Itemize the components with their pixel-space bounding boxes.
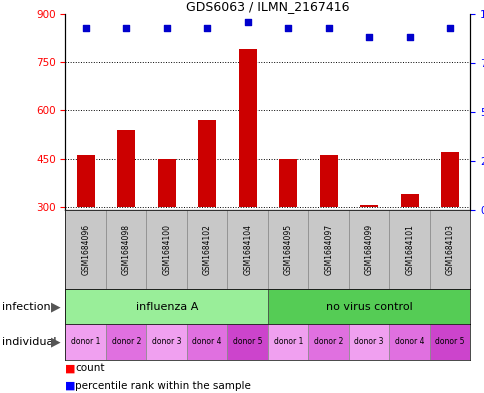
Text: GSM1684097: GSM1684097 (323, 224, 333, 275)
Bar (278, 159, 297, 207)
Text: donor 1: donor 1 (273, 338, 302, 346)
Bar (106, 210, 146, 289)
Point (203, 24, 211, 31)
Point (445, 24, 453, 31)
Point (364, 34, 372, 40)
Bar (319, 156, 337, 207)
Text: ▶: ▶ (51, 300, 60, 313)
Point (82, 24, 90, 31)
Text: donor 2: donor 2 (111, 338, 141, 346)
Bar (117, 130, 135, 207)
Text: percentile rank within the sample: percentile rank within the sample (75, 381, 251, 391)
Bar (267, 289, 469, 324)
Title: GDS6063 / ILMN_2167416: GDS6063 / ILMN_2167416 (186, 0, 349, 13)
Text: GSM1684103: GSM1684103 (445, 224, 454, 275)
Bar (348, 324, 389, 360)
Text: GSM1684096: GSM1684096 (81, 224, 90, 275)
Bar (65, 210, 106, 289)
Bar (157, 159, 176, 207)
Text: no virus control: no virus control (325, 301, 412, 312)
Bar (227, 324, 267, 360)
Text: donor 5: donor 5 (435, 338, 464, 346)
Text: count: count (75, 363, 105, 373)
Bar (146, 210, 186, 289)
Text: GSM1684098: GSM1684098 (121, 224, 131, 275)
Text: GSM1684101: GSM1684101 (404, 224, 413, 275)
Text: donor 2: donor 2 (313, 338, 343, 346)
Point (163, 24, 170, 31)
Text: GSM1684099: GSM1684099 (364, 224, 373, 275)
Bar (400, 194, 418, 207)
Bar (359, 206, 378, 207)
Text: donor 5: donor 5 (232, 338, 262, 346)
Bar (186, 324, 227, 360)
Text: donor 4: donor 4 (192, 338, 222, 346)
Text: GSM1684104: GSM1684104 (242, 224, 252, 275)
Bar (308, 210, 348, 289)
Bar (65, 324, 106, 360)
Text: donor 1: donor 1 (71, 338, 100, 346)
Point (122, 24, 130, 31)
Bar (267, 324, 308, 360)
Text: donor 3: donor 3 (151, 338, 181, 346)
Text: GSM1684095: GSM1684095 (283, 224, 292, 275)
Text: ■: ■ (65, 363, 76, 373)
Bar (65, 289, 267, 324)
Text: ■: ■ (65, 381, 76, 391)
Text: individual: individual (2, 337, 57, 347)
Point (284, 24, 291, 31)
Text: ▶: ▶ (51, 335, 60, 349)
Bar (106, 324, 146, 360)
Bar (267, 210, 308, 289)
Bar (429, 324, 469, 360)
Bar (389, 210, 429, 289)
Bar (186, 210, 227, 289)
Bar (308, 324, 348, 360)
Bar (238, 49, 257, 207)
Point (324, 24, 332, 31)
Text: influenza A: influenza A (135, 301, 197, 312)
Text: donor 4: donor 4 (394, 338, 424, 346)
Bar (146, 324, 186, 360)
Bar (389, 324, 429, 360)
Text: GSM1684100: GSM1684100 (162, 224, 171, 275)
Bar (440, 152, 458, 207)
Bar (227, 210, 267, 289)
Bar (76, 156, 95, 207)
Point (243, 18, 251, 25)
Bar (348, 210, 389, 289)
Text: donor 3: donor 3 (354, 338, 383, 346)
Bar (197, 120, 216, 207)
Point (405, 34, 413, 40)
Text: GSM1684102: GSM1684102 (202, 224, 212, 275)
Bar (429, 210, 469, 289)
Text: infection: infection (2, 301, 51, 312)
